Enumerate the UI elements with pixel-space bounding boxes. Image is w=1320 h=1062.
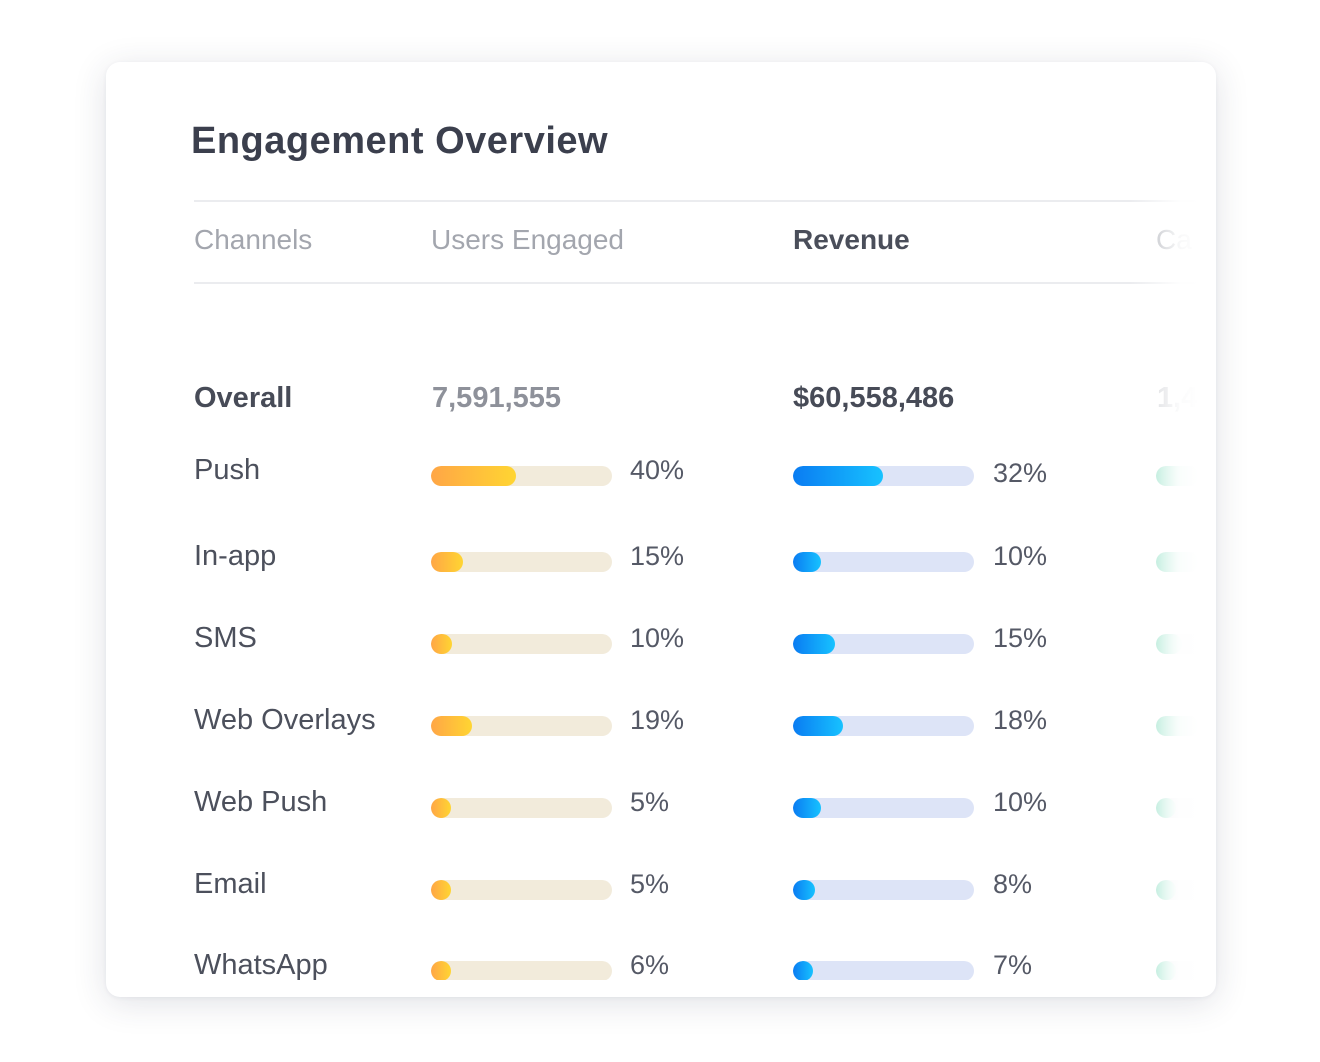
- revenue-bar-web-push: [793, 798, 974, 818]
- channel-name-push: Push: [194, 454, 261, 486]
- users-engaged-bar-fill: [431, 634, 452, 654]
- revenue-bar-fill: [793, 798, 821, 818]
- card-title: Engagement Overview: [191, 120, 609, 162]
- channel-name-web-overlays: Web Overlays: [194, 704, 376, 736]
- revenue-bar-fill: [793, 466, 883, 486]
- revenue-percent-whatsapp: 7%: [993, 950, 1033, 980]
- users-engaged-percent-push: 40%: [630, 455, 685, 485]
- third-column-bar-fill: [1156, 466, 1198, 486]
- third-column-bar-fill: [1156, 798, 1176, 818]
- users-engaged-percent-sms: 10%: [630, 623, 685, 653]
- overall-label: Overall: [194, 382, 293, 414]
- third-column-bar-fill: [1156, 716, 1198, 736]
- users-engaged-bar-fill: [431, 798, 451, 818]
- third-column-bar-push: [1156, 466, 1200, 486]
- users-engaged-bar-whatsapp: [431, 961, 612, 980]
- revenue-bar-fill: [793, 961, 813, 980]
- users-engaged-bar-fill: [431, 880, 451, 900]
- overall-third-value: 1,4: [1157, 382, 1198, 414]
- third-column-bar-fill: [1156, 880, 1176, 900]
- column-header-revenue[interactable]: Revenue: [793, 224, 910, 255]
- revenue-percent-in-app: 10%: [993, 541, 1048, 571]
- engagement-table: Channels Users Engaged Revenue Ca Overal…: [194, 200, 1200, 980]
- third-column-bar-whatsapp: [1156, 961, 1200, 980]
- third-column-bar-sms: [1156, 634, 1200, 654]
- users-engaged-bar-in-app: [431, 552, 612, 572]
- revenue-bar-web-overlays: [793, 716, 974, 736]
- users-engaged-bar-fill: [431, 961, 451, 980]
- revenue-bar-whatsapp: [793, 961, 974, 980]
- revenue-bar-push: [793, 466, 974, 486]
- revenue-bar-fill: [793, 634, 835, 654]
- channel-name-sms: SMS: [194, 622, 257, 654]
- users-engaged-bar-fill: [431, 552, 463, 572]
- third-column-bar-fill: [1156, 961, 1176, 980]
- revenue-percent-web-overlays: 18%: [993, 705, 1048, 735]
- channel-name-whatsapp: WhatsApp: [194, 949, 328, 980]
- table-top-divider: [194, 200, 1200, 202]
- users-engaged-percent-whatsapp: 6%: [630, 950, 670, 980]
- channel-name-in-app: In-app: [194, 540, 277, 572]
- revenue-percent-web-push: 10%: [993, 787, 1048, 817]
- users-engaged-percent-web-push: 5%: [630, 787, 670, 817]
- third-column-bar-fill: [1156, 634, 1182, 654]
- revenue-percent-sms: 15%: [993, 623, 1048, 653]
- third-column-bar-email: [1156, 880, 1200, 900]
- column-header-users-engaged[interactable]: Users Engaged: [431, 224, 625, 255]
- users-engaged-bar-email: [431, 880, 612, 900]
- revenue-bar-email: [793, 880, 974, 900]
- revenue-percent-email: 8%: [993, 869, 1033, 899]
- overall-revenue: $60,558,486: [793, 382, 955, 414]
- users-engaged-percent-email: 5%: [630, 869, 670, 899]
- revenue-bar-in-app: [793, 552, 974, 572]
- users-engaged-bar-fill: [431, 466, 516, 486]
- engagement-overview-card: Engagement Overview Channels Users Engag…: [106, 62, 1216, 997]
- revenue-percent-push: 32%: [993, 458, 1048, 488]
- scroll-fade-overlay: [1130, 200, 1200, 980]
- third-column-bar-web-push: [1156, 798, 1200, 818]
- third-column-bar-in-app: [1156, 552, 1200, 572]
- column-header-channels[interactable]: Channels: [194, 224, 313, 255]
- revenue-bar-fill: [793, 716, 843, 736]
- users-engaged-bar-push: [431, 466, 612, 486]
- users-engaged-bar-web-overlays: [431, 716, 612, 736]
- channel-name-email: Email: [194, 868, 267, 900]
- third-column-bar-web-overlays: [1156, 716, 1200, 736]
- users-engaged-bar-web-push: [431, 798, 612, 818]
- users-engaged-bar-sms: [431, 634, 612, 654]
- overall-users-engaged: 7,591,555: [432, 382, 562, 414]
- third-column-bar-fill: [1156, 552, 1198, 572]
- header-divider: [194, 282, 1200, 284]
- channel-name-web-push: Web Push: [194, 786, 328, 818]
- users-engaged-percent-web-overlays: 19%: [630, 705, 685, 735]
- column-header-third[interactable]: Ca: [1156, 224, 1192, 255]
- revenue-bar-fill: [793, 552, 821, 572]
- users-engaged-bar-fill: [431, 716, 472, 736]
- revenue-bar-sms: [793, 634, 974, 654]
- revenue-bar-fill: [793, 880, 815, 900]
- users-engaged-percent-in-app: 15%: [630, 541, 685, 571]
